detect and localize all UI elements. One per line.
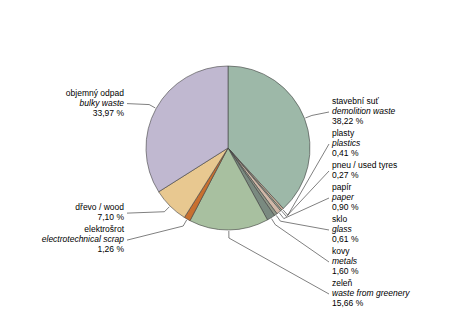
slice-label: kovy: [332, 246, 350, 256]
slice-value-label: 1,26 %: [98, 244, 125, 254]
slice-label: sklo: [332, 214, 347, 224]
slice-label: objemný odpad: [66, 88, 124, 98]
slice-translation: demolition waste: [332, 106, 396, 116]
leader-line: [276, 215, 329, 230]
leader-line: [282, 171, 329, 216]
slice-label: elektrošrot: [84, 224, 124, 234]
slice-value-label: 7,10 %: [98, 212, 125, 222]
leader-line: [127, 207, 169, 213]
slice-value-label: 0,27 %: [332, 170, 359, 180]
slice-label: pneu / used tyres: [332, 160, 397, 170]
slice-value-label: 0,61 %: [332, 234, 359, 244]
slice-translation: metals: [332, 256, 358, 266]
slice-translation: plastics: [331, 138, 361, 148]
slice-translation: bulky waste: [80, 98, 125, 108]
slice-value-label: 0,90 %: [332, 202, 359, 212]
slice-translation: paper: [331, 192, 355, 202]
leader-line: [305, 112, 329, 118]
slice-translation: electrotechnical scrap: [42, 234, 124, 244]
leader-line: [127, 104, 155, 108]
chart: stavební suťdemolition waste38,22 % plast…: [0, 0, 457, 313]
leader-line: [279, 198, 329, 219]
slice-translation: glass: [332, 224, 353, 234]
slice-label: zeleň: [332, 278, 353, 288]
slice-label: plasty: [332, 128, 355, 138]
slice-translation: waste from greenery: [332, 288, 410, 298]
slice-value-label: 38,22 %: [332, 116, 364, 126]
leader-line: [229, 231, 329, 294]
slice-label: stavební suť: [332, 96, 379, 106]
slice-value-label: 33,97 %: [93, 108, 125, 118]
slice-value-label: 15,66 %: [332, 298, 364, 308]
slice-value-label: 0,41 %: [332, 148, 359, 158]
slice-label: papír: [332, 182, 352, 192]
chart-container: stavební suťdemolition waste38,22 % plast…: [0, 0, 457, 313]
leader-line: [283, 144, 329, 215]
slice-value-label: 1,60 %: [332, 266, 359, 276]
labels: stavební suťdemolition waste38,22 % plast…: [42, 88, 410, 308]
slices: [146, 66, 310, 230]
leader-line: [127, 220, 187, 240]
leader-line: [272, 219, 329, 262]
slice-label: dřevo / wood: [75, 202, 124, 212]
leader-lines: [127, 104, 329, 294]
pie-slice: [146, 66, 228, 192]
